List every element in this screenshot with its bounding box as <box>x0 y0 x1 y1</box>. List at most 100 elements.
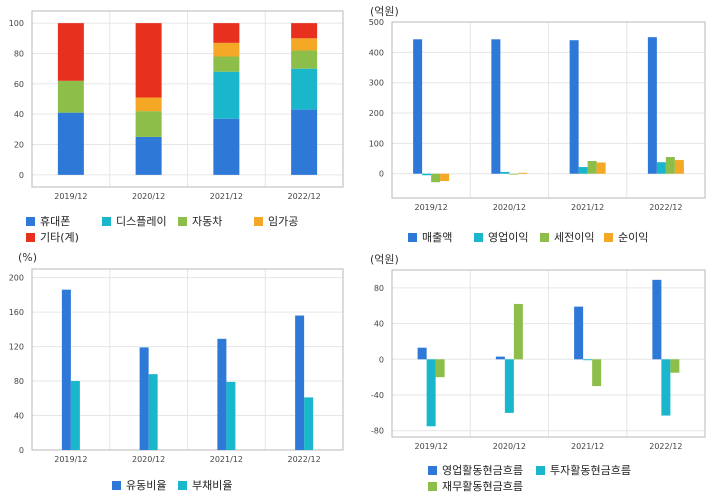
plot-frame <box>391 269 706 438</box>
y-tick-label: 0 <box>379 170 384 179</box>
bar <box>495 356 505 360</box>
bar <box>500 171 510 174</box>
x-tick-label: 2022/12 <box>649 442 682 451</box>
legend-label: 유동비율 <box>126 479 167 492</box>
bar <box>148 374 158 450</box>
legend-label: 기타(계) <box>40 231 79 244</box>
chart-3-unit: (%) <box>18 251 38 264</box>
legend-item: 휴대폰 <box>26 213 70 229</box>
bar <box>518 172 528 174</box>
x-tick-label: 2019/12 <box>415 442 448 451</box>
legend-label: 디스플레이 <box>116 215 167 228</box>
y-tick-label: 40 <box>14 412 24 421</box>
legend-swatch <box>540 232 549 242</box>
bar <box>509 173 519 175</box>
bar <box>135 111 162 137</box>
bar <box>57 23 84 81</box>
y-tick-label: 200 <box>369 109 384 118</box>
bar <box>583 359 593 361</box>
bar <box>291 23 318 39</box>
bar <box>661 359 671 416</box>
y-tick-label: 500 <box>369 18 384 27</box>
y-tick-label: 0 <box>19 171 24 180</box>
x-tick-label: 2021/12 <box>210 455 243 464</box>
legend-label: 자동차 <box>192 215 223 228</box>
x-tick-label: 2020/12 <box>132 192 165 200</box>
x-tick-label: 2020/12 <box>132 455 165 464</box>
bar <box>291 50 318 69</box>
legend-label: 투자활동현금흐름 <box>550 464 631 477</box>
x-tick-label: 2022/12 <box>649 203 682 212</box>
bar <box>431 173 441 183</box>
chart-cashflow: (억원) -80 -40 0 40 80 2019/12 2020/12 2021/12 202… <box>360 248 720 496</box>
chart-3-plot: 0 40 80 120 160 200 2019/12 2020/12 2021/12 2022/… <box>9 268 344 464</box>
bar <box>295 315 305 450</box>
legend-label: 재무활동현금흐름 <box>442 480 523 493</box>
y-tick-label: -80 <box>371 427 384 436</box>
y-tick-label: 100 <box>369 139 384 148</box>
bar <box>578 167 588 174</box>
bar <box>596 162 606 174</box>
legend-item: 세전이익 <box>540 229 594 245</box>
chart-1-plot: 0 20 40 60 80 100 2019/12 2020/12 2021/12 2022/12 <box>9 10 344 200</box>
y-tick-label: 100 <box>9 19 24 28</box>
y-tick-label: 0 <box>19 446 24 455</box>
chart-income: (억원) 0 100 200 300 400 500 2019/12 2020/12 2021/… <box>360 0 720 248</box>
bar <box>57 80 84 113</box>
legend-swatch <box>408 232 417 242</box>
bar <box>226 381 236 450</box>
legend-swatch <box>428 465 437 475</box>
bar <box>504 359 514 413</box>
legend-item: 매출액 <box>408 229 452 245</box>
bar <box>213 56 240 72</box>
x-tick-label: 2019/12 <box>54 192 87 200</box>
legend-swatch <box>178 216 187 226</box>
bar <box>217 338 227 450</box>
bar <box>665 157 675 174</box>
bar <box>592 359 602 387</box>
legend-item: 자동차 <box>178 213 222 229</box>
x-tick-label: 2022/12 <box>288 455 321 464</box>
legend-item: 유동비율 <box>112 477 166 493</box>
x-tick-label: 2020/12 <box>493 203 526 212</box>
legend-item: 디스플레이 <box>102 213 167 229</box>
chart-2-plot: 0 100 200 300 400 500 2019/12 2020/12 2021/12 202… <box>369 18 706 212</box>
legend-swatch <box>178 480 187 490</box>
chart-2-unit: (억원) <box>370 5 399 18</box>
y-tick-label: 20 <box>14 141 24 150</box>
y-tick-label: 0 <box>379 355 384 364</box>
legend-item: 순이익 <box>604 229 648 245</box>
bar <box>61 289 71 450</box>
legend-swatch <box>474 232 483 242</box>
y-tick-label: 80 <box>374 284 384 293</box>
legend-swatch <box>536 465 545 475</box>
legend-swatch <box>102 216 111 226</box>
y-tick-label: 80 <box>14 377 24 386</box>
bar <box>426 359 436 427</box>
bar <box>291 38 318 51</box>
legend-label: 부채비율 <box>192 479 233 492</box>
bar <box>70 381 80 450</box>
y-tick-label: 160 <box>9 308 24 317</box>
y-tick-label: 40 <box>374 320 384 329</box>
legend-label: 영업활동현금흐름 <box>442 464 523 477</box>
plot-frame <box>391 21 706 199</box>
legend-swatch <box>604 232 613 242</box>
chart-ratios: (%) 0 40 80 120 160 200 2019/12 2020/12 2021/12 2… <box>0 248 360 496</box>
plot-frame <box>31 10 344 188</box>
legend-label: 임가공 <box>268 215 299 228</box>
bar <box>135 136 162 175</box>
legend-item: 영업이익 <box>474 229 528 245</box>
bar <box>417 347 427 360</box>
bar <box>440 173 450 182</box>
bar <box>135 23 162 98</box>
legend-item: 임가공 <box>254 213 298 229</box>
bar <box>291 68 318 110</box>
chart-4-unit: (억원) <box>370 253 399 266</box>
x-tick-label: 2022/12 <box>288 192 321 200</box>
y-tick-label: 40 <box>14 110 24 119</box>
x-tick-label: 2021/12 <box>571 203 604 212</box>
bar <box>670 359 680 373</box>
bar <box>491 39 501 174</box>
legend-label: 휴대폰 <box>40 215 71 228</box>
